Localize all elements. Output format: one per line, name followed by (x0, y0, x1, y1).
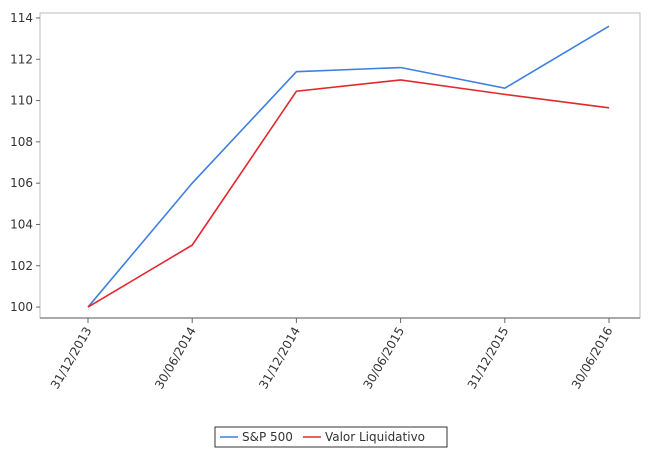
x-tick-label: 31/12/2014 (256, 325, 303, 392)
x-tick-label: 30/06/2016 (569, 325, 616, 392)
series-line (87, 25, 610, 308)
y-tick-label: 102 (10, 259, 33, 273)
y-tick-label: 104 (10, 217, 33, 231)
y-tick-label: 108 (10, 135, 33, 149)
x-tick-label: 30/06/2015 (360, 325, 407, 392)
series-line (87, 79, 610, 308)
legend-label: Valor Liquidativo (325, 430, 425, 444)
legend-box (214, 426, 448, 448)
legend-label: S&P 500 (242, 430, 293, 444)
legend: S&P 500 Valor Liquidativo (214, 426, 448, 448)
y-tick-label: 114 (10, 11, 33, 25)
x-tick-label: 31/12/2013 (48, 325, 95, 392)
y-tick-label: 110 (10, 94, 33, 108)
x-tick-label: 30/06/2014 (152, 325, 199, 392)
x-tick-label: 31/12/2015 (465, 325, 512, 392)
y-tick-label: 106 (10, 176, 33, 190)
y-tick-label: 100 (10, 300, 33, 314)
y-tick-label: 112 (10, 52, 33, 66)
plot-frame (39, 12, 641, 319)
